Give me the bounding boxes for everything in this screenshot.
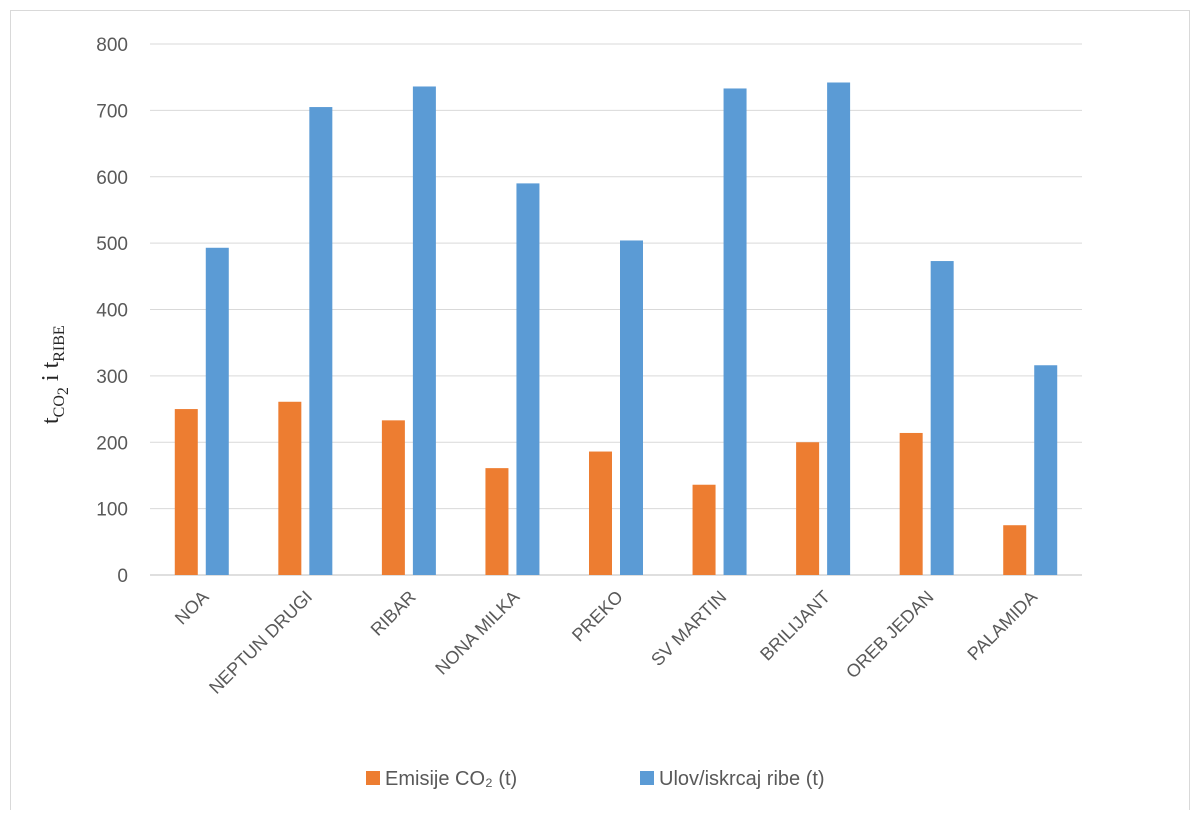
y-tick-label: 200 xyxy=(96,433,128,454)
y-tick-label: 100 xyxy=(96,500,128,521)
bar-emisije xyxy=(900,433,923,575)
x-tick-label: RIBAR xyxy=(367,587,420,640)
bar-emisije xyxy=(175,409,198,575)
x-tick-label: OREB JEDAN xyxy=(842,587,937,682)
bar-emisije xyxy=(382,420,405,575)
bar-emisije xyxy=(1003,525,1026,575)
x-tick-label: SV MARTIN xyxy=(647,587,730,670)
y-axis-ticks: 0 100 200 300 400 500 600 700 800 xyxy=(96,35,128,587)
x-tick-label: NOA xyxy=(171,587,213,629)
y-label-mid: i t xyxy=(38,361,64,387)
y-tick-label: 400 xyxy=(96,301,128,322)
bar-ulov xyxy=(620,240,643,575)
x-tick-label: BRILIJANT xyxy=(756,587,834,665)
legend: Emisije CO₂ (t) Ulov/iskrcaj ribe (t) xyxy=(366,768,825,790)
x-tick-label: PREKO xyxy=(568,587,627,646)
legend-label-emisije: Emisije CO₂ (t) xyxy=(385,768,517,790)
x-tick-label: PALAMIDA xyxy=(963,587,1041,665)
legend-label-ulov: Ulov/iskrcaj ribe (t) xyxy=(659,768,825,790)
bar-emisije xyxy=(589,452,612,575)
x-tick-label: NEPTUN DRUGI xyxy=(205,587,316,698)
legend-swatch-emisije xyxy=(366,771,380,785)
y-tick-label: 800 xyxy=(96,35,128,56)
bar-ulov xyxy=(1034,365,1057,575)
bar-ulov xyxy=(206,248,229,575)
y-label-2: 2 xyxy=(55,387,72,395)
y-axis-label: tCO2 i tRIBE xyxy=(38,325,72,424)
x-tick-label: NONA MILKA xyxy=(431,587,523,679)
y-tick-label: 500 xyxy=(96,234,128,255)
y-tick-label: 0 xyxy=(117,566,128,587)
y-label-ribe: RIBE xyxy=(51,325,68,361)
bar-ulov xyxy=(516,183,539,575)
bar-ulov xyxy=(931,261,954,575)
y-tick-label: 600 xyxy=(96,168,128,189)
legend-swatch-ulov xyxy=(640,771,654,785)
bar-ulov xyxy=(827,82,850,575)
y-tick-label: 700 xyxy=(96,101,128,122)
y-label-co: CO xyxy=(51,395,68,417)
bar-emisije xyxy=(796,442,819,575)
y-tick-label: 300 xyxy=(96,367,128,388)
bar-emisije xyxy=(485,468,508,575)
bar-emisije xyxy=(693,485,716,575)
bar-ulov xyxy=(309,107,332,575)
bar-ulov xyxy=(413,86,436,575)
bars xyxy=(175,82,1057,575)
bar-ulov xyxy=(724,88,747,575)
bar-emisije xyxy=(278,402,301,575)
